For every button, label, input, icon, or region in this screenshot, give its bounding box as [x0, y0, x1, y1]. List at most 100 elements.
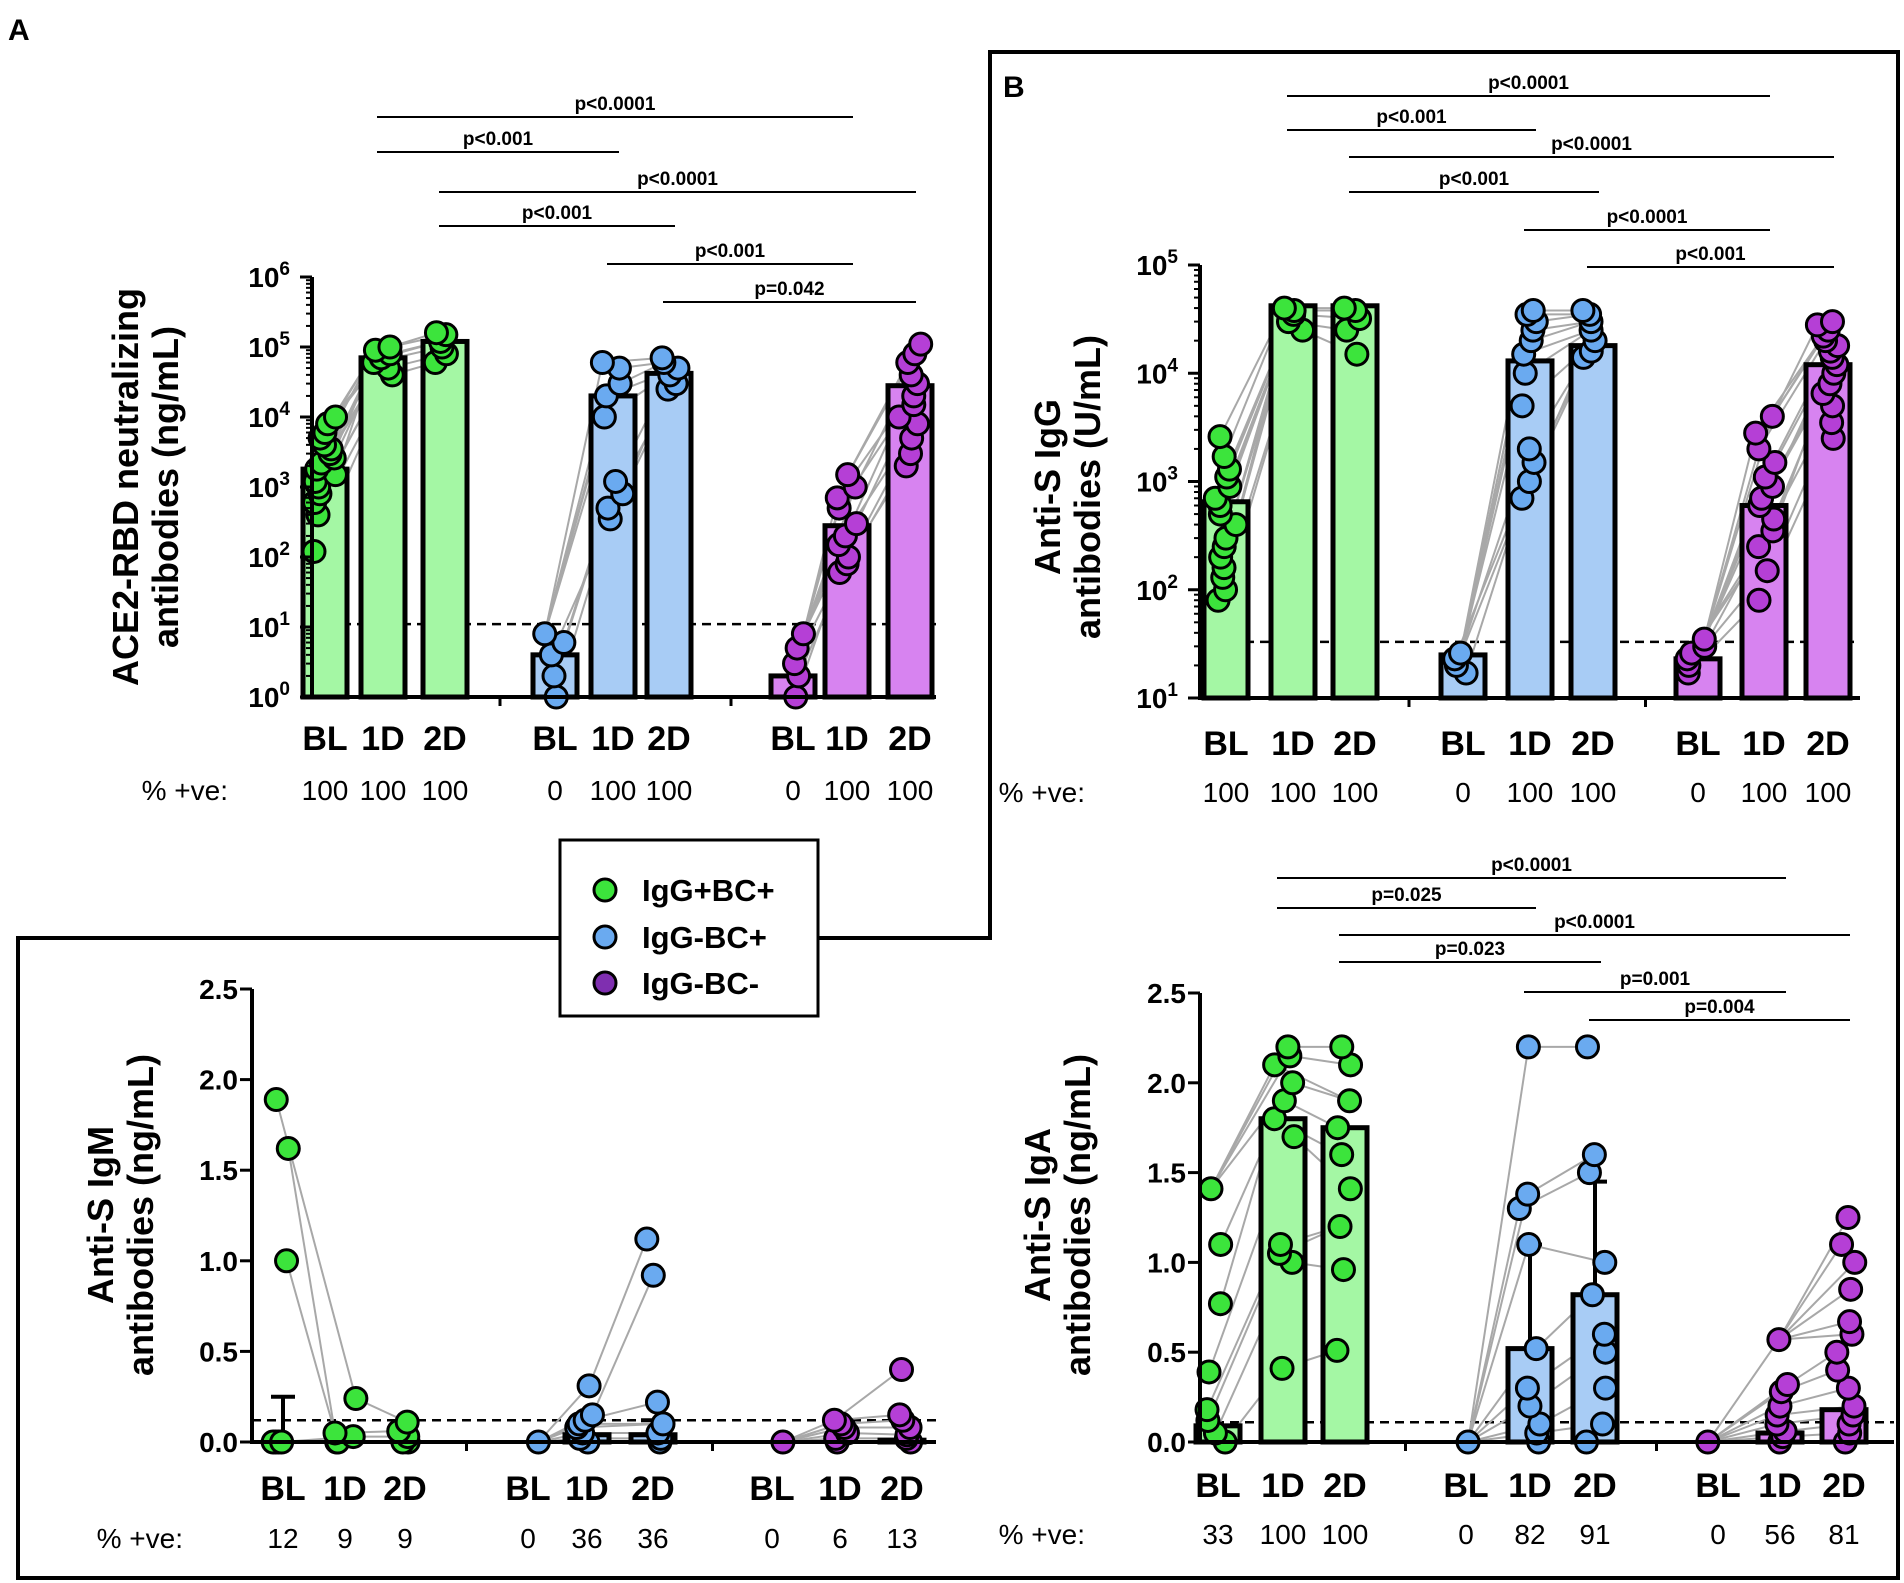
y-axis-label: ACE2-RBD neutralizing [105, 288, 146, 686]
x-category-label: 2D [631, 1470, 674, 1508]
x-category-label: 2D [1806, 725, 1849, 763]
pct-positive-value: 36 [637, 1523, 668, 1554]
pairing-line [833, 1368, 903, 1422]
y-tick-label: 0.0 [1147, 1427, 1186, 1458]
pct-positive-value: 100 [824, 775, 871, 806]
data-point [1746, 587, 1772, 613]
bar-2d [420, 338, 470, 700]
pvalue-label: p=0.025 [1371, 885, 1442, 906]
x-category-label: 2D [647, 720, 690, 758]
x-category-label: BL [532, 720, 577, 758]
pct-positive-value: 0 [520, 1523, 536, 1554]
data-point [835, 462, 861, 488]
data-point [603, 468, 629, 494]
x-category-label: BL [749, 1470, 794, 1508]
pct-positive-value: 100 [1741, 777, 1788, 808]
x-category-label: BL [1203, 725, 1248, 763]
data-point [1579, 1282, 1605, 1308]
x-category-label: 1D [565, 1470, 608, 1508]
y-tick-label: 0.0 [199, 1427, 238, 1458]
panel-label-b: B [1003, 71, 1025, 104]
data-point [824, 485, 850, 511]
x-category-label: 1D [361, 720, 404, 758]
x-category-label: BL [1675, 725, 1720, 763]
y-tick-label: 0.5 [1147, 1337, 1186, 1368]
x-category-label: 2D [1573, 1467, 1616, 1505]
pct-positive-value: 81 [1828, 1519, 1859, 1550]
data-point [1516, 1231, 1542, 1257]
data-point [1207, 1291, 1233, 1317]
pct-positive-value: 100 [1270, 777, 1317, 808]
x-category-label: 2D [383, 1470, 426, 1508]
pvalue-label: p<0.0001 [575, 94, 656, 115]
legend-label-igg-pos-bc-pos: IgG+BC+ [642, 873, 775, 908]
pct-positive-value: 100 [1332, 777, 1379, 808]
pvalue-label: p<0.001 [1376, 107, 1447, 128]
x-category-label: 2D [888, 720, 931, 758]
pct-positive-value: 100 [1322, 1519, 1369, 1550]
pct-positive-value: 33 [1202, 1519, 1233, 1550]
x-category-label: BL [302, 720, 347, 758]
data-point [790, 621, 816, 647]
data-point [1329, 1034, 1355, 1060]
pct-positive-value: 100 [1260, 1519, 1307, 1550]
data-point [1344, 341, 1370, 367]
x-category-label: 1D [323, 1470, 366, 1508]
data-point [1329, 1142, 1355, 1168]
data-point [887, 1402, 913, 1428]
x-category-label: BL [1695, 1467, 1740, 1505]
data-point [1337, 1176, 1363, 1202]
pairing-line [588, 1238, 648, 1387]
data-point [1570, 297, 1596, 323]
x-category-label: BL [1443, 1467, 1488, 1505]
data-point [1327, 1213, 1353, 1239]
bar-2d [644, 370, 694, 700]
bar-1d [1258, 1116, 1308, 1445]
pvalue-label: p=0.023 [1435, 939, 1505, 960]
pairing-line [591, 1274, 655, 1416]
data-point [1829, 1231, 1855, 1257]
pairing-line [1467, 1244, 1530, 1443]
data-point [1691, 626, 1717, 652]
data-point [591, 404, 617, 430]
data-point [263, 1087, 289, 1113]
pct-positive-label: % +ve: [999, 777, 1085, 808]
y-tick-label: 106 [248, 259, 290, 293]
chart-anti-s-iga: 0.0 0.5 1.0 1.5 2.0 2.5 Anti-S IgA antibodies (… [999, 855, 1894, 1550]
pairing-line [1528, 1243, 1606, 1264]
x-category-label: BL [1195, 1467, 1240, 1505]
pvalue-label: p=0.004 [1684, 997, 1755, 1018]
y-tick-label: 2.0 [199, 1065, 238, 1096]
data-point [634, 1226, 660, 1252]
pct-positive-value: 100 [1507, 777, 1554, 808]
data-point [377, 334, 403, 360]
data-point [843, 511, 869, 537]
data-point [1275, 1034, 1301, 1060]
y-tick-label: 102 [248, 539, 290, 573]
y-axis-label: antibodies (ng/mL) [120, 1054, 161, 1376]
y-tick-label: 100 [248, 679, 290, 713]
data-point [1509, 393, 1535, 419]
y-tick-label: 1.5 [199, 1155, 238, 1186]
x-category-label: 1D [1271, 725, 1314, 763]
data-point [1280, 1070, 1306, 1096]
data-point [1514, 1375, 1540, 1401]
pairing-line [1758, 340, 1827, 450]
y-axis-label: antibodies (ng/mL) [145, 326, 186, 648]
x-category-label: 2D [1571, 725, 1614, 763]
pairing-line [1527, 1153, 1595, 1196]
x-category-label: 2D [1333, 725, 1376, 763]
pct-positive-value: 100 [302, 775, 349, 806]
data-point [1516, 436, 1542, 462]
data-point [1331, 295, 1357, 321]
pct-positive-value: 0 [1690, 777, 1706, 808]
pct-positive-value: 9 [337, 1523, 353, 1554]
data-point [1835, 1375, 1861, 1401]
pct-positive-label: % +ve: [97, 1523, 183, 1554]
y-tick-label: 2.5 [1147, 978, 1186, 1009]
legend-label-igg-neg-bc-pos: IgG-BC+ [642, 920, 767, 955]
pvalue-label: p<0.001 [1439, 169, 1510, 190]
data-point [1835, 1205, 1861, 1230]
x-category-label: 2D [880, 1470, 923, 1508]
pct-positive-value: 36 [571, 1523, 602, 1554]
